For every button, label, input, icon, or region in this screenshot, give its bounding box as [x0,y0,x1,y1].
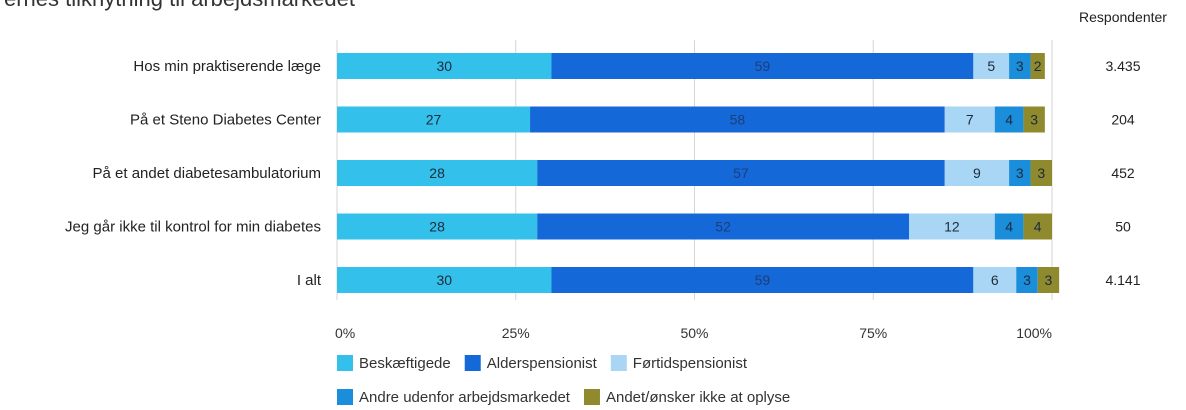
bar-segment-alderspensionist [530,106,945,133]
legend-swatch-besk-ftigede [337,355,353,371]
data-label: 28 [429,219,445,235]
tick-label: 100% [1016,325,1052,341]
bar-segment-andre-udenfor-arbejdsmarkedet [1009,53,1031,79]
category-labels: Hos min praktiserende læge På et Steno Di… [65,58,322,289]
chart-title: ernes tilknytning til arbejdsmarkedet [4,0,355,11]
data-label: 6 [991,272,999,288]
bar-segment-f-rtidspensionist [944,106,995,133]
respondent-count: 452 [1111,165,1135,181]
data-label: 57 [733,165,749,181]
bars: 30 59 5 3 227 58 7 4 328 57 9 3 328 52 12 4 430 59 6 3 3 [337,53,1060,293]
bar-segment-andre-udenfor-arbejdsmarkedet [994,106,1024,133]
bar-segment-besk-ftigede [337,267,552,293]
data-label: 52 [715,219,731,235]
bar-segment-alderspensionist [551,53,974,79]
category-label: På et andet diabetesambulatorium [93,165,321,182]
bar-segment-andre-udenfor-arbejdsmarkedet [994,213,1024,240]
legend-swatch-andre-udenfor-arbejdsmarkedet [337,389,353,405]
legend-swatch-andet-nsker-ikke-at-oplyse [583,389,600,405]
bar-segment-alderspensionist [537,160,945,186]
respondent-count: 50 [1115,219,1131,235]
x-axis-ticks: 0% 25% 50% 75% 100% [335,325,1052,341]
data-label: 3 [1023,272,1031,288]
data-label: 59 [755,58,771,74]
bar-segment-f-rtidspensionist [973,267,1017,293]
bar-segment-andet-nsker-ikke-at-oplyse [1023,213,1052,240]
bar-segment-andet-nsker-ikke-at-oplyse [1037,267,1060,293]
data-label: 3 [1016,58,1024,74]
bar-segment-andet-nsker-ikke-at-oplyse [1023,106,1045,133]
data-label: 5 [987,58,995,74]
data-label: 9 [973,165,981,181]
data-label: 30 [436,58,452,74]
tick-label: 0% [335,325,355,341]
data-label: 7 [966,112,974,128]
data-label: 4 [1034,219,1042,235]
tick-label: 50% [680,325,708,341]
legend: Beskæftigede Alderspensionist Førtidspensi… [337,355,790,406]
bar-segment-andet-nsker-ikke-at-oplyse [1030,53,1045,79]
respondent-count: 4.141 [1105,272,1140,288]
category-label: Jeg går ikke til kontrol for min diabete… [65,219,321,236]
legend-swatch-alderspensionist [464,355,481,371]
respondents-header: Respondenter [1079,9,1167,25]
category-label: I alt [297,272,322,289]
data-label: 59 [755,272,771,288]
data-label: 28 [429,165,445,181]
data-label: 58 [730,112,746,128]
data-label: 30 [436,272,452,288]
bar-segment-besk-ftigede [337,53,552,79]
legend-label: Andet/ønsker ikke at oplyse [606,389,790,406]
respondent-count: 204 [1111,112,1135,128]
bar-segment-andre-udenfor-arbejdsmarkedet [1016,267,1038,293]
data-label: 3 [1030,112,1038,128]
legend-swatch-f-rtidspensionist [610,355,627,371]
legend-label: Alderspensionist [487,355,598,372]
respondent-values: 3.435 204 452 50 4.141 [1105,58,1140,288]
legend-label: Beskæftigede [359,355,451,372]
bar-segment-besk-ftigede [337,160,538,186]
bar-segment-f-rtidspensionist [944,160,1010,186]
legend-label: Førtidspensionist [633,355,748,372]
tick-label: 25% [502,325,530,341]
bar-segment-besk-ftigede [337,106,531,133]
data-label: 3 [1037,165,1045,181]
bar-segment-f-rtidspensionist [909,213,995,240]
data-label: 27 [426,112,442,128]
bar-segment-f-rtidspensionist [973,53,1010,79]
bar-segment-alderspensionist [537,213,909,240]
bar-segment-alderspensionist [551,267,974,293]
bar-segment-andet-nsker-ikke-at-oplyse [1030,160,1052,186]
bar-segment-andre-udenfor-arbejdsmarkedet [1009,160,1031,186]
category-label: Hos min praktiserende læge [133,58,321,75]
data-label: 12 [944,219,960,235]
data-label: 3 [1045,272,1053,288]
bar-segment-besk-ftigede [337,213,538,240]
legend-label: Andre udenfor arbejdsmarkedet [359,389,571,406]
tick-label: 75% [859,325,887,341]
respondent-count: 3.435 [1105,58,1140,74]
data-label: 4 [1005,219,1013,235]
data-label: 2 [1034,58,1042,74]
data-label: 4 [1005,112,1013,128]
category-label: På et Steno Diabetes Center [130,112,321,129]
data-label: 3 [1016,165,1024,181]
